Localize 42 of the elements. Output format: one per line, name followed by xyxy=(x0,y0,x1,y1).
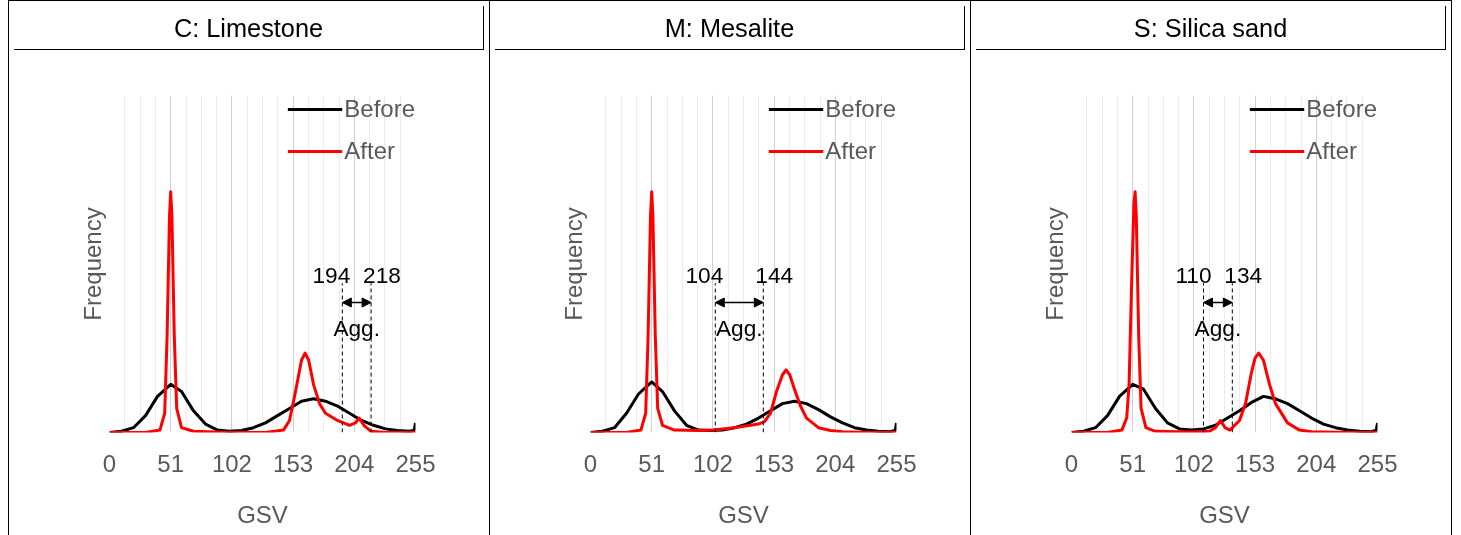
x-tick-label: 153 xyxy=(754,449,795,477)
ref-line-label: 134 xyxy=(1224,262,1263,289)
x-tick-label: 255 xyxy=(1357,449,1398,477)
x-tick-label: 102 xyxy=(211,449,252,477)
ref-line-label: 110 xyxy=(1175,262,1212,289)
x-tick-label: 255 xyxy=(395,449,436,477)
y-axis-title: Frequency xyxy=(559,207,587,321)
legend-label: After xyxy=(1306,137,1357,165)
x-axis-title: GSV xyxy=(718,500,769,528)
y-axis-title: Frequency xyxy=(1040,207,1068,321)
x-tick-label: 102 xyxy=(1173,449,1214,477)
x-tick-label: 204 xyxy=(334,449,375,477)
ref-line-label: 144 xyxy=(755,262,794,289)
ref-line-label: 218 xyxy=(363,262,401,289)
x-tick-label: 204 xyxy=(815,449,856,477)
x-axis-title: GSV xyxy=(237,500,288,528)
x-tick-label: 51 xyxy=(1119,449,1147,477)
y-axis-title: Frequency xyxy=(78,207,106,321)
x-tick-label: 51 xyxy=(157,449,185,477)
legend-label: After xyxy=(825,137,876,165)
x-tick-label: 51 xyxy=(638,449,666,477)
chart-title: M: Mesalite xyxy=(664,13,795,44)
ref-line-label: 104 xyxy=(685,262,724,289)
x-tick-label: 102 xyxy=(692,449,733,477)
annotation: Agg. xyxy=(1194,314,1242,341)
x-tick-label: 0 xyxy=(583,449,598,477)
x-axis-title: GSV xyxy=(1199,500,1250,528)
chart-title: S: Silica sand xyxy=(1133,13,1288,44)
legend-label: Before xyxy=(344,95,415,123)
annotation: Agg. xyxy=(333,314,381,341)
x-tick-label: 255 xyxy=(876,449,917,477)
x-tick-label: 0 xyxy=(102,449,117,477)
x-tick-label: 0 xyxy=(1064,449,1079,477)
x-tick-label: 204 xyxy=(1296,449,1337,477)
annotation: Agg. xyxy=(716,314,763,341)
chart-title: C: Limestone xyxy=(173,13,324,44)
ref-line-label: 194 xyxy=(312,262,351,289)
legend-label: After xyxy=(344,137,395,165)
legend-label: Before xyxy=(825,95,896,123)
x-tick-label: 153 xyxy=(273,449,314,477)
legend-label: Before xyxy=(1306,95,1377,123)
x-tick-label: 153 xyxy=(1235,449,1276,477)
